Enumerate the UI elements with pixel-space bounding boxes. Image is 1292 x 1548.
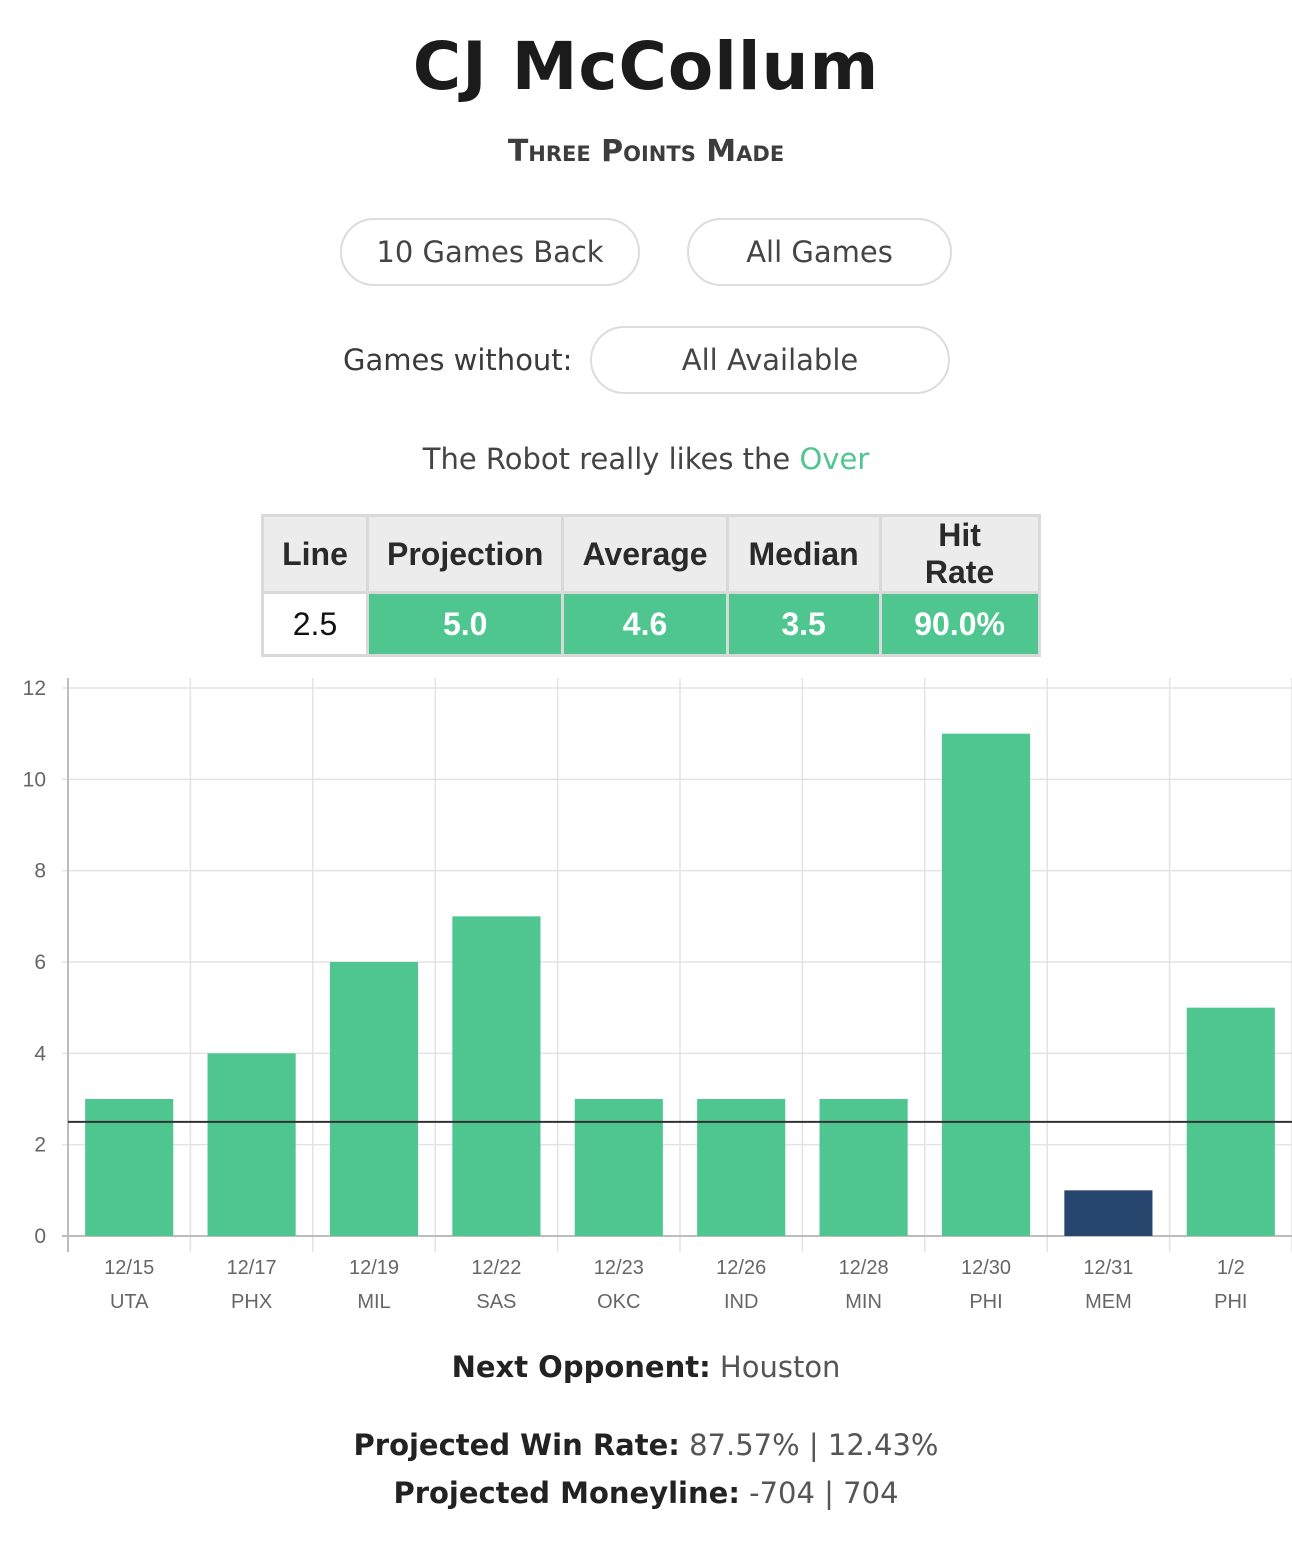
- stats-table: Line Projection Average Median Hit Rate …: [261, 514, 1041, 657]
- next-opponent-value: Houston: [719, 1350, 841, 1384]
- y-tick-label: 12: [23, 677, 46, 700]
- value-line: 2.5: [261, 591, 369, 657]
- y-tick-label: 6: [34, 951, 46, 974]
- stats-value-row: 2.5 5.0 4.6 3.5 90.0%: [261, 591, 1041, 657]
- bar-12-19: [329, 962, 419, 1236]
- projected-win-rate: Projected Win Rate: 87.57% | 12.43%: [0, 1428, 1292, 1462]
- x-tick-opponent: PHI: [969, 1291, 1002, 1313]
- player-name: CJ McCollum: [412, 28, 880, 105]
- bar-12-26: [697, 1099, 786, 1236]
- x-tick-opponent: PHX: [231, 1291, 272, 1313]
- x-tick-date: 12/31: [1083, 1257, 1133, 1279]
- win-rate-value: 87.57% | 12.43%: [689, 1428, 939, 1462]
- bar-12-22: [452, 916, 541, 1236]
- bar-12-30: [941, 733, 1031, 1236]
- y-tick-label: 8: [34, 860, 46, 883]
- stats-header-row: Line Projection Average Median Hit Rate: [261, 514, 1041, 594]
- bar-chart: 0 2 4 6 8 10 12 12/15 UTA 12/17 PHX 12/19 MIL 12/22 SA…: [23, 677, 1292, 1313]
- bar-12-31: [1064, 1190, 1153, 1236]
- x-tick-date: 12/15: [104, 1257, 154, 1279]
- x-tick-date: 12/26: [716, 1257, 766, 1279]
- x-tick-date: 12/22: [471, 1257, 521, 1279]
- x-tick-opponent: MEM: [1085, 1291, 1132, 1313]
- header-median: Median: [725, 514, 882, 594]
- stat-name: Three Points Made: [507, 134, 785, 169]
- y-tick-label: 2: [34, 1134, 46, 1157]
- win-rate-label: Projected Win Rate:: [353, 1428, 680, 1462]
- value-hit-rate: 90.0%: [878, 591, 1041, 657]
- bar-12-23: [574, 1099, 663, 1236]
- moneyline-value: -704 | 704: [749, 1476, 899, 1510]
- robot-pick: Over: [799, 442, 870, 476]
- x-tick-opponent: IND: [724, 1291, 758, 1313]
- x-tick-date: 1/2: [1217, 1257, 1245, 1279]
- all-games-button[interactable]: All Games: [687, 218, 952, 286]
- y-tick-label: 4: [34, 1042, 46, 1065]
- next-opponent: Next Opponent: Houston: [0, 1350, 1292, 1384]
- x-tick-opponent: MIN: [845, 1291, 882, 1313]
- x-tick-opponent: OKC: [597, 1291, 640, 1313]
- header-average: Average: [561, 514, 729, 594]
- x-tick-opponent: MIL: [357, 1291, 390, 1313]
- x-tick-date: 12/23: [594, 1257, 644, 1279]
- bar-12-17: [207, 1053, 296, 1236]
- x-tick-opponent: UTA: [110, 1291, 149, 1313]
- robot-recommendation: The Robot really likes the Over: [0, 442, 1292, 476]
- bar-12-28: [819, 1099, 908, 1236]
- header-line: Line: [261, 514, 369, 594]
- y-tick-label: 10: [23, 768, 46, 791]
- projected-moneyline: Projected Moneyline: -704 | 704: [0, 1476, 1292, 1510]
- header-projection: Projection: [365, 514, 565, 594]
- games-back-button[interactable]: 10 Games Back: [340, 218, 640, 286]
- x-tick-opponent: PHI: [1214, 1291, 1247, 1313]
- header-hit-rate: Hit Rate: [878, 514, 1041, 594]
- y-tick-label: 0: [34, 1225, 46, 1248]
- bar-12-15: [85, 1099, 174, 1236]
- games-without-label: Games without:: [343, 343, 573, 377]
- value-median: 3.5: [725, 591, 882, 657]
- x-tick-date: 12/19: [349, 1257, 399, 1279]
- x-tick-date: 12/28: [839, 1257, 889, 1279]
- moneyline-label: Projected Moneyline:: [393, 1476, 740, 1510]
- next-opponent-label: Next Opponent:: [451, 1350, 711, 1384]
- robot-text: The Robot really likes the: [422, 442, 791, 476]
- games-without-select[interactable]: All Available: [590, 326, 950, 394]
- x-tick-opponent: SAS: [476, 1291, 516, 1313]
- value-projection: 5.0: [365, 591, 565, 657]
- value-average: 4.6: [561, 591, 729, 657]
- x-tick-date: 12/17: [227, 1257, 277, 1279]
- x-tick-date: 12/30: [961, 1257, 1011, 1279]
